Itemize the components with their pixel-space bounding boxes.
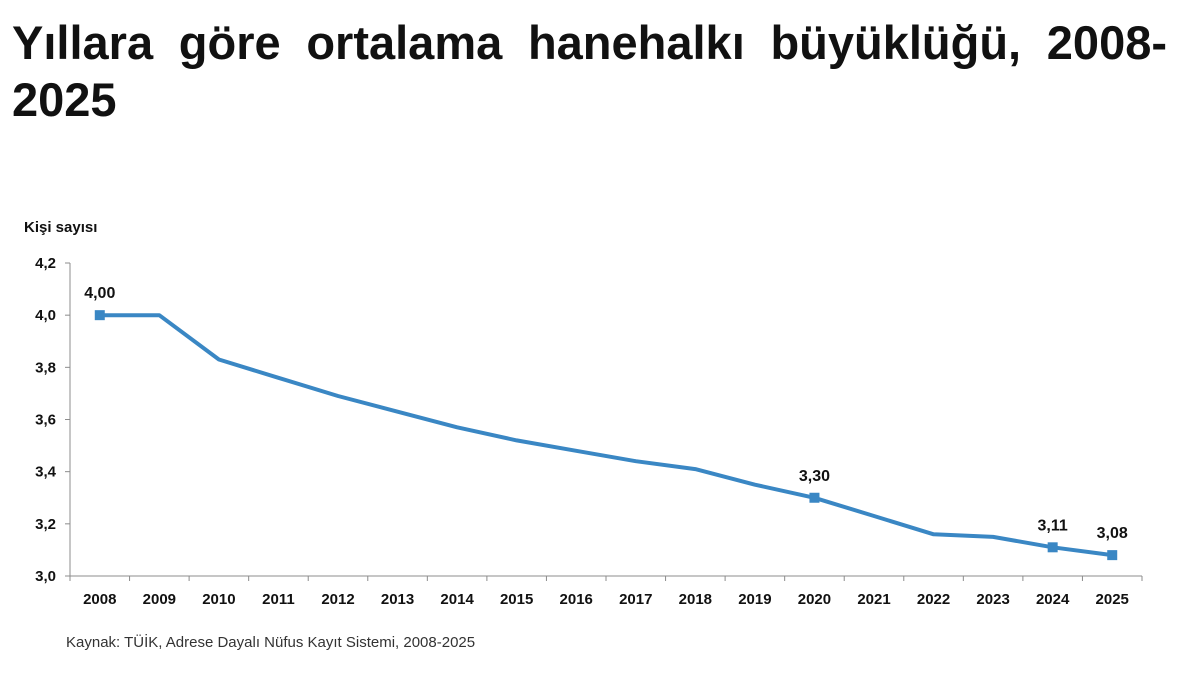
x-tick-label: 2018 (679, 591, 712, 608)
y-tick-label: 3,8 (35, 359, 56, 376)
y-tick-label: 4,2 (35, 255, 56, 272)
x-tick-label: 2020 (798, 591, 831, 608)
data-point-marker (1107, 550, 1118, 561)
data-point-marker (94, 310, 105, 321)
x-tick-label: 2009 (143, 591, 176, 608)
x-tick-label: 2025 (1096, 591, 1129, 608)
y-tick-label: 4,0 (35, 307, 56, 324)
data-label: 3,08 (1097, 525, 1128, 542)
chart-axes (65, 262, 1143, 581)
x-tick-label: 2019 (738, 591, 771, 608)
x-tick-label: 2022 (917, 591, 950, 608)
data-label: 3,30 (799, 468, 830, 485)
x-tick-label: 2011 (262, 591, 295, 608)
line-chart: 3,0 3,2 3,4 3,6 3,8 4,0 4,2 2008 2009 2010 2011 201… (35, 255, 1143, 608)
chart-data-labels: 4,00 3,30 3,11 3,08 (84, 285, 1128, 542)
data-label: 3,11 (1038, 517, 1068, 534)
data-point-marker (809, 492, 820, 503)
y-tick-label: 3,4 (35, 464, 57, 481)
x-tick-label: 2024 (1036, 591, 1070, 608)
y-axis-label: Kişi sayısı (24, 219, 98, 236)
x-tick-label: 2015 (500, 591, 533, 608)
x-tick-label: 2012 (321, 591, 354, 608)
x-tick-label: 2017 (619, 591, 652, 608)
x-tick-label: 2023 (976, 591, 1009, 608)
data-label: 4,00 (84, 285, 115, 302)
chart-series (94, 310, 1118, 561)
y-tick-label: 3,6 (35, 412, 56, 429)
x-tick-label: 2008 (83, 591, 116, 608)
x-tick-label: 2014 (440, 591, 474, 608)
page-title: Yıllara göre ortalama hanehalkı büyüklüğ… (12, 16, 1167, 126)
data-point-marker (1047, 542, 1058, 553)
y-tick-label: 3,2 (35, 516, 56, 533)
x-tick-label: 2021 (857, 591, 890, 608)
series-line (97, 313, 1115, 558)
x-tick-label: 2016 (560, 591, 593, 608)
x-tick-label: 2013 (381, 591, 414, 608)
x-tick-label: 2010 (202, 591, 235, 608)
chart-tick-labels: 3,0 3,2 3,4 3,6 3,8 4,0 4,2 2008 2009 2010 2011 201… (35, 255, 1129, 608)
y-tick-label: 3,0 (35, 568, 56, 585)
source-note: Kaynak: TÜİK, Adrese Dayalı Nüfus Kayıt … (66, 634, 476, 651)
